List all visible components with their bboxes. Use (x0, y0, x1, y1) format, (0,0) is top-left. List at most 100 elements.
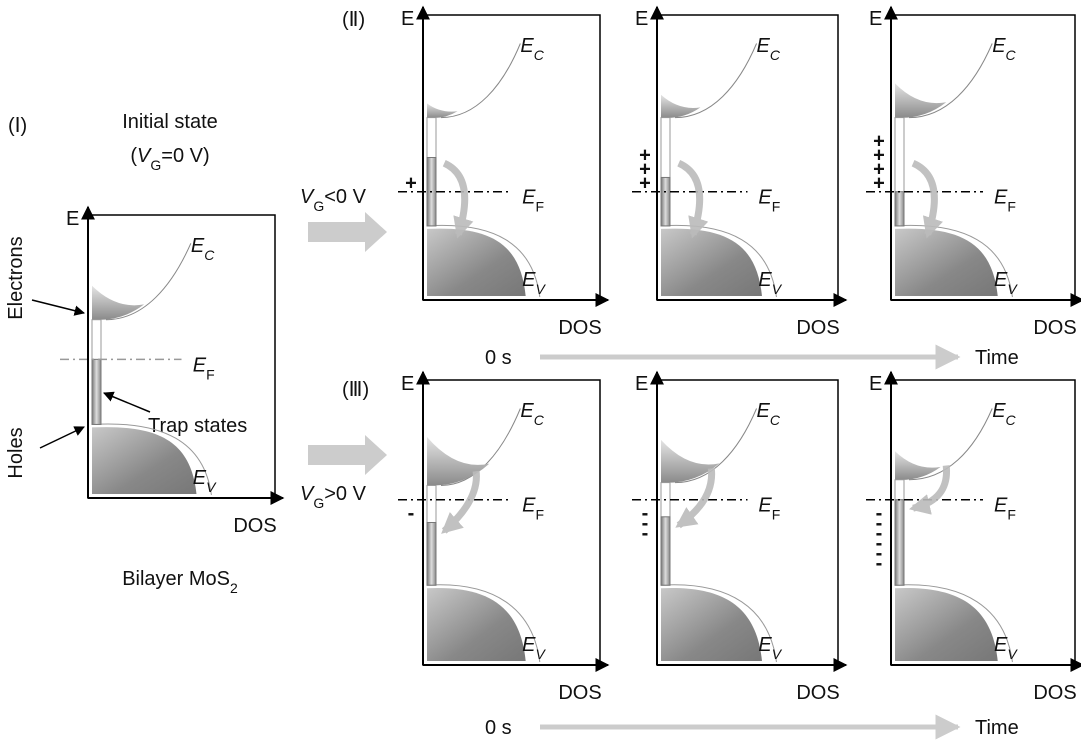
valence-band (427, 588, 526, 661)
subscript: G (313, 198, 324, 214)
time-label: Time (975, 347, 1019, 369)
band-label: EF (758, 187, 780, 215)
text-part: E (992, 400, 1006, 422)
text-part: E (520, 35, 534, 57)
band-label: EV (758, 634, 782, 662)
pointer-arrow (32, 300, 84, 313)
axis-label: E (635, 373, 648, 395)
flow-arrow (913, 163, 934, 234)
time-label: 0 s (485, 347, 512, 369)
axis-label: DOS (1033, 682, 1076, 704)
time-label: 0 s (485, 717, 512, 739)
band-label: EV (994, 269, 1018, 297)
electron-population (427, 103, 458, 118)
panel-label: (Ⅲ) (342, 379, 369, 401)
text-part: E (758, 495, 772, 517)
axis-label: DOS (558, 317, 601, 339)
subscript: C (1006, 47, 1017, 63)
charge: + (873, 131, 885, 153)
block-arrow (308, 212, 387, 252)
subscript: F (772, 199, 781, 215)
panel-label: (Ⅰ) (8, 115, 27, 137)
band-label: EC (992, 35, 1016, 63)
subscript: C (534, 47, 545, 63)
subscript: V (1007, 646, 1018, 662)
axis-label: E (869, 8, 882, 30)
subscript: F (1007, 199, 1016, 215)
condition: VG>0 V (300, 483, 367, 511)
subscript: C (770, 412, 781, 428)
band-label: EC (520, 35, 544, 63)
valence-band (92, 427, 196, 494)
valence-band (661, 229, 762, 296)
page: { "panel_1": {"label": "(Ⅰ)", "title": "… (0, 0, 1081, 744)
conduction-band (675, 44, 757, 118)
text-part: E (191, 235, 205, 257)
conduction-band (441, 44, 520, 118)
band-label: EC (757, 400, 781, 428)
subscript: C (770, 47, 781, 63)
axis-label: E (401, 8, 414, 30)
subscript: G (150, 157, 161, 173)
text-part: E (758, 187, 772, 209)
text-part: Bilayer MoS (122, 568, 230, 590)
electron-population (92, 286, 144, 320)
subscript: V (772, 646, 783, 662)
band-label: EV (758, 269, 782, 297)
subscript: F (535, 507, 544, 523)
band-label: EC (191, 235, 215, 263)
time-label: Time (975, 717, 1019, 739)
text-part: >0 V (324, 483, 366, 505)
band-label: EV (522, 634, 546, 662)
band-label: EF (758, 495, 780, 523)
charge: + (639, 145, 651, 167)
axis-label: DOS (1033, 317, 1076, 339)
subscript: F (206, 366, 215, 382)
text-part: E (994, 269, 1008, 291)
band-label: EF (522, 495, 544, 523)
charge: - (408, 503, 415, 525)
subscript: 2 (230, 580, 238, 596)
subscript: V (535, 281, 546, 297)
filled-trap-states (427, 523, 436, 586)
text-part: E (522, 495, 536, 517)
charge: - (876, 553, 883, 575)
valence-band (427, 229, 526, 296)
band-label: EC (992, 400, 1016, 428)
text-part: E (522, 634, 536, 656)
valence-band (895, 588, 998, 661)
band-label: EF (193, 354, 215, 382)
band-label: EV (522, 269, 546, 297)
text-part: E (758, 634, 772, 656)
condition: (VG=0 V) (130, 145, 209, 173)
panel-title: Initial state (122, 111, 218, 133)
electron-population (427, 437, 489, 486)
subscript: C (534, 412, 545, 428)
subscript: G (313, 495, 324, 511)
subscript: V (1007, 281, 1018, 297)
text-part: =0 V) (161, 145, 209, 167)
filled-trap-states (92, 359, 101, 424)
band-label: EV (994, 634, 1018, 662)
text-part: E (757, 35, 771, 57)
diagram: (Ⅰ)Initial state(VG=0 V)ElectronsHolesTr… (0, 0, 1081, 744)
axis-label: E (66, 208, 79, 230)
annotation: Trap states (148, 415, 247, 437)
band-label: EV (193, 467, 217, 495)
flow-arrow (679, 163, 700, 234)
flow-arrow (444, 163, 464, 234)
band-label: EF (994, 495, 1016, 523)
filled-trap-states (661, 517, 670, 585)
subscript: V (206, 479, 217, 495)
pointer-arrow (40, 427, 84, 448)
valence-band (661, 588, 762, 661)
subscript: V (772, 281, 783, 297)
filled-trap-states (895, 500, 904, 586)
subscript: F (1007, 507, 1016, 523)
axis-label: DOS (796, 317, 839, 339)
filled-trap-states (895, 192, 904, 226)
panel-label: (Ⅱ) (342, 9, 365, 31)
side-label: Holes (5, 427, 27, 478)
band-label: EC (520, 400, 544, 428)
text-part: E (994, 634, 1008, 656)
